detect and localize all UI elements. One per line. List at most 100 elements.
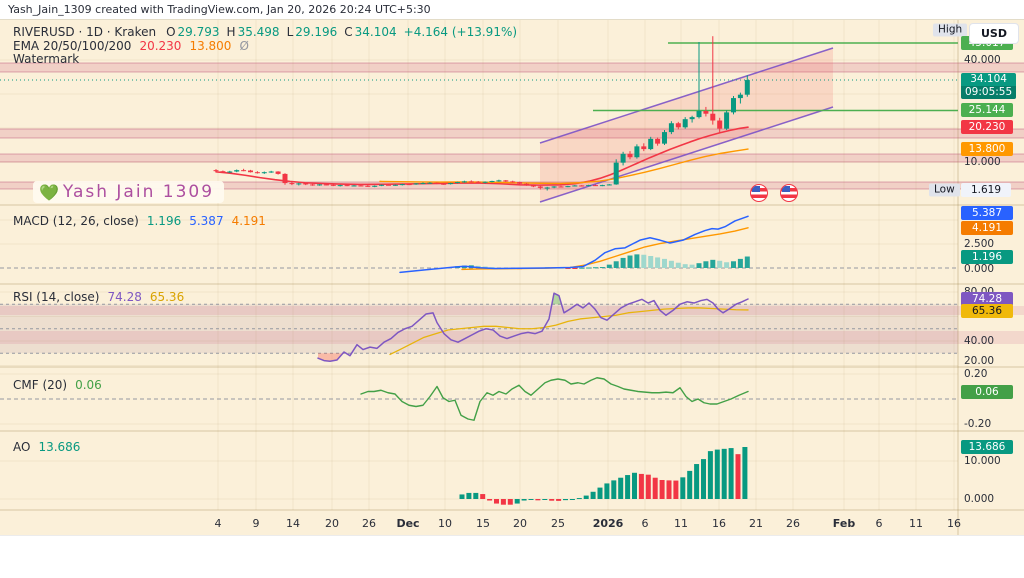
x-axis-label: Dec — [396, 517, 420, 530]
candle — [220, 171, 226, 173]
series-line — [317, 292, 749, 362]
legend-value: 29.196 — [295, 25, 338, 39]
candle — [261, 172, 267, 174]
us-flag-icon[interactable] — [780, 184, 798, 202]
macd-histogram-bar — [717, 260, 723, 268]
macd-histogram-bar — [744, 256, 750, 268]
candle — [593, 185, 598, 187]
candle — [496, 180, 502, 182]
macd-histogram-bar — [724, 262, 730, 268]
candle — [441, 183, 447, 185]
candle — [565, 186, 571, 188]
symbol-legend[interactable]: RIVERUSD · 1D · Kraken O 29.793 H 35.498 L 29.… — [13, 25, 519, 39]
scale-price-badge: 74.28 — [961, 292, 1013, 306]
candle — [613, 162, 619, 185]
legend-value: AO — [13, 440, 31, 454]
screenshot-title: Yash_Jain_1309 created with TradingView.… — [0, 0, 1024, 20]
candle — [627, 153, 633, 158]
candle — [675, 123, 681, 128]
macd-histogram-bar — [565, 268, 571, 269]
legend-value: MACD (12, 26, close) — [13, 214, 139, 228]
watermark-legend[interactable]: Watermark — [13, 52, 81, 66]
scale-price-badge: 4.191 — [961, 221, 1013, 235]
ao-legend[interactable]: AO 13.686 — [13, 440, 82, 454]
candle — [358, 185, 364, 187]
scale-price-badge: 20.230 — [961, 120, 1013, 134]
scale-price-badge: 25.144 — [961, 103, 1013, 117]
macd-histogram-bar — [572, 268, 578, 269]
candle — [648, 138, 654, 150]
legend-value: RSI (14, close) — [13, 290, 100, 304]
legend-value: 13.686 — [38, 440, 81, 454]
x-axis-label: 26 — [362, 517, 376, 530]
candle — [420, 183, 426, 185]
ao-bar — [701, 459, 706, 499]
scale-price-badge: 0.06 — [961, 385, 1013, 399]
legend-value: CMF (20) — [13, 378, 68, 392]
cmf-legend[interactable]: CMF (20) 0.06 — [13, 378, 104, 392]
x-axis-label: 20 — [513, 517, 527, 530]
ao-bar — [742, 446, 748, 499]
macd-histogram-bar — [641, 254, 647, 268]
candle — [330, 184, 336, 186]
rsi-legend[interactable]: RSI (14, close) 74.28 65.36 — [13, 290, 186, 304]
candle — [524, 183, 529, 186]
ao-bar — [466, 492, 472, 499]
ema-legend[interactable]: EMA 20/50/100/200 20.230 13.800 Ø — [13, 39, 251, 53]
macd-histogram-bar — [731, 261, 736, 268]
macd-histogram-bar — [696, 263, 702, 268]
x-axis-label: 15 — [476, 517, 490, 530]
candle — [662, 132, 667, 144]
candle — [641, 146, 647, 150]
low-price-label: Low — [929, 183, 960, 197]
scale-tick-label: 0.000 — [964, 263, 995, 275]
us-flag-icon[interactable] — [750, 184, 768, 202]
rsi-zone-band — [0, 306, 1024, 315]
candle — [606, 184, 612, 186]
candle — [461, 181, 467, 183]
ao-bar — [735, 454, 741, 499]
legend-value: 20.230 — [139, 39, 182, 53]
legend-value: C — [344, 25, 353, 39]
candle — [599, 185, 605, 187]
ao-bar — [714, 449, 720, 499]
candle — [572, 185, 578, 187]
ao-bar — [666, 480, 672, 499]
ao-bar — [576, 498, 582, 500]
ao-bar — [500, 499, 506, 505]
macd-histogram-bar — [668, 260, 674, 268]
macd-histogram-bar — [620, 257, 626, 268]
ao-bar — [611, 480, 617, 499]
legend-value: 29.793 — [177, 25, 220, 39]
series-line — [360, 377, 749, 421]
scale-price-badge: 65.36 — [961, 304, 1013, 318]
scale-tick-label: -0.20 — [964, 418, 992, 430]
candle — [351, 185, 357, 187]
x-axis-label: 14 — [286, 517, 300, 530]
ao-bar — [632, 472, 637, 499]
candle — [296, 183, 302, 185]
candle — [372, 185, 378, 187]
x-axis-label: 2026 — [592, 517, 624, 530]
legend-value: O — [166, 25, 176, 39]
macd-histogram-bar — [682, 264, 688, 268]
currency-toggle-button[interactable]: USD — [969, 23, 1019, 44]
x-axis-label: Feb — [832, 517, 856, 530]
candle — [717, 120, 723, 129]
x-axis-label: 9 — [252, 517, 260, 530]
macd-histogram-bar — [675, 262, 681, 268]
price-zone-band — [0, 129, 1024, 138]
macd-legend[interactable]: MACD (12, 26, close) 1.196 5.387 4.191 — [13, 214, 268, 228]
candle — [551, 186, 557, 188]
ao-bar — [521, 499, 527, 501]
candle — [682, 119, 688, 128]
ao-bar — [549, 499, 555, 501]
ao-bar — [507, 499, 513, 505]
candle — [620, 153, 626, 163]
ao-bar — [535, 499, 541, 501]
scale-tick-label: 0.000 — [964, 493, 995, 505]
low-price-value: 1.619 — [961, 183, 1011, 197]
legend-value: 5.387 — [189, 214, 224, 228]
candle — [544, 187, 550, 189]
